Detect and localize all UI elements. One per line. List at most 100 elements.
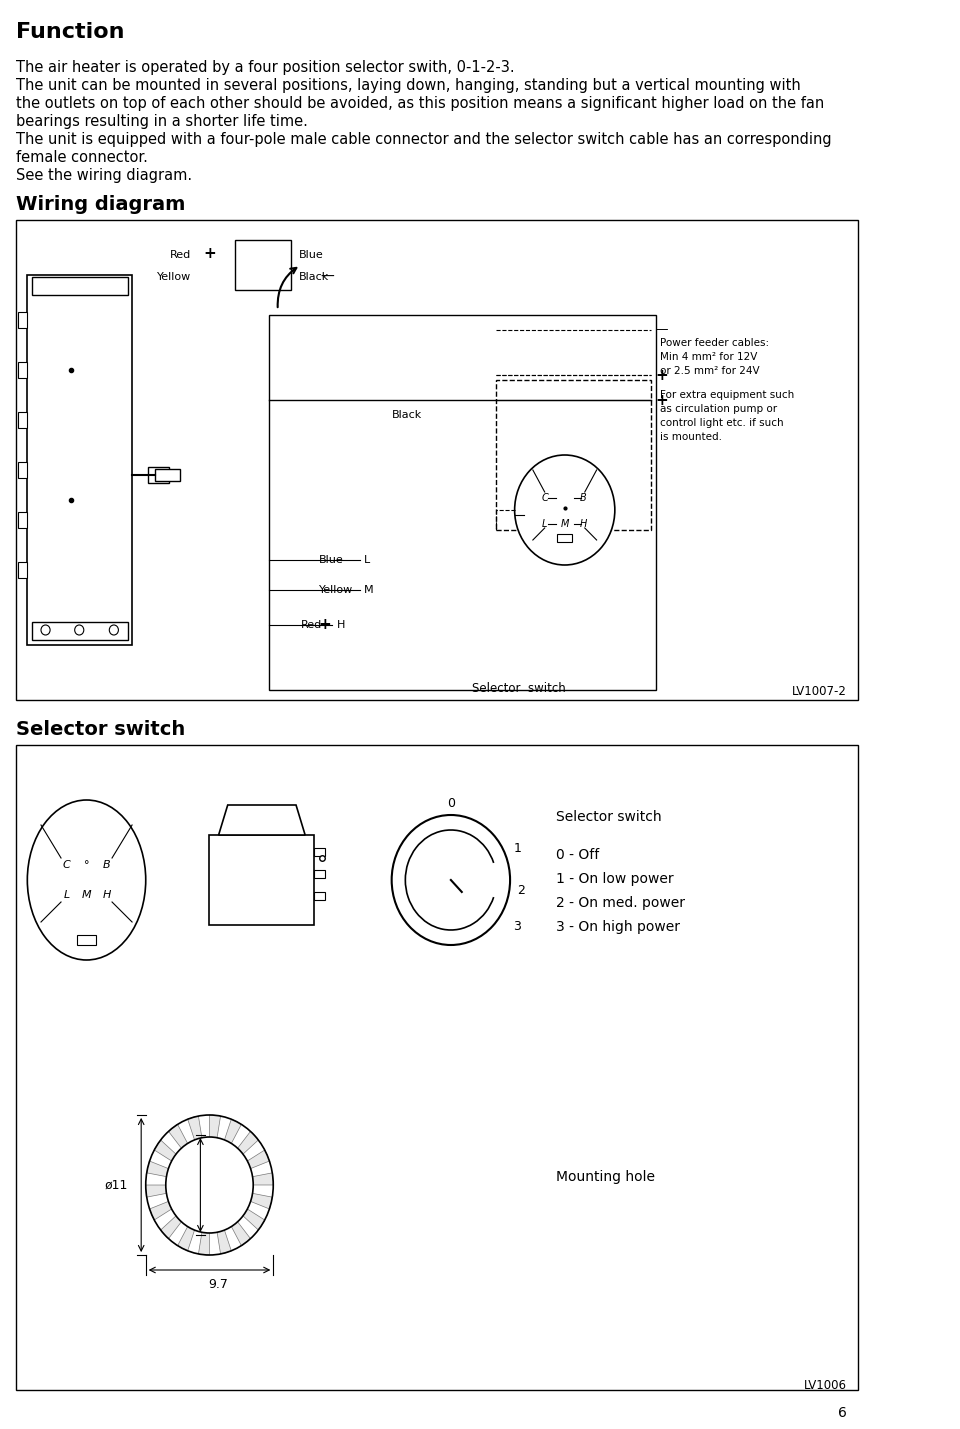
Wedge shape: [160, 1185, 209, 1239]
Wedge shape: [209, 1185, 273, 1209]
Text: H: H: [103, 890, 110, 900]
Wedge shape: [209, 1185, 231, 1253]
Text: M: M: [561, 519, 569, 529]
Text: C: C: [62, 860, 70, 870]
Wedge shape: [155, 1140, 209, 1185]
Bar: [237, 244, 259, 264]
Bar: [496, 380, 651, 530]
Bar: [262, 269, 285, 289]
Bar: [149, 467, 169, 483]
Wedge shape: [209, 1150, 270, 1185]
Bar: [18, 462, 27, 477]
Text: +: +: [656, 367, 668, 383]
Text: °: °: [84, 860, 89, 870]
Text: Blue: Blue: [299, 250, 324, 260]
Text: female connector.: female connector.: [16, 150, 148, 164]
Bar: [262, 244, 285, 264]
Text: LV1006: LV1006: [804, 1379, 847, 1392]
Text: Wiring diagram: Wiring diagram: [16, 194, 186, 214]
Text: Black: Black: [392, 410, 421, 420]
Text: M: M: [82, 890, 91, 900]
Wedge shape: [147, 1160, 209, 1185]
Circle shape: [41, 624, 50, 634]
Text: 3 - On high power: 3 - On high power: [556, 920, 680, 935]
Text: B: B: [103, 860, 110, 870]
Text: Selector switch: Selector switch: [556, 810, 661, 825]
Circle shape: [75, 624, 84, 634]
Text: LV1007-2: LV1007-2: [792, 684, 847, 697]
Bar: [16, 220, 858, 700]
Text: The unit can be mounted in several positions, laying down, hanging, standing but: The unit can be mounted in several posit…: [16, 79, 802, 93]
Text: See the wiring diagram.: See the wiring diagram.: [16, 169, 193, 183]
Wedge shape: [209, 1132, 258, 1185]
Circle shape: [515, 454, 614, 564]
Text: Function: Function: [16, 21, 125, 41]
Bar: [18, 512, 27, 527]
Text: The unit is equipped with a four-pole male cable connector and the selector swit: The unit is equipped with a four-pole ma…: [16, 131, 832, 147]
Circle shape: [166, 1137, 253, 1233]
Bar: [18, 412, 27, 429]
Bar: [16, 745, 858, 1390]
Wedge shape: [199, 1185, 209, 1255]
Text: L: L: [63, 890, 70, 900]
Text: the outlets on top of each other should be avoided, as this position means a sig: the outlets on top of each other should …: [16, 96, 825, 111]
Text: H: H: [579, 519, 587, 529]
Text: +: +: [656, 393, 668, 407]
Wedge shape: [209, 1185, 265, 1230]
Bar: [27, 274, 132, 644]
Wedge shape: [150, 1185, 209, 1220]
Bar: [18, 562, 27, 577]
Bar: [237, 269, 259, 289]
Wedge shape: [169, 1125, 209, 1185]
Circle shape: [392, 815, 510, 945]
Text: Yellow: Yellow: [319, 584, 353, 594]
Ellipse shape: [27, 800, 146, 960]
Wedge shape: [209, 1185, 251, 1246]
Text: Selector switch: Selector switch: [16, 720, 185, 739]
Text: L: L: [365, 554, 371, 564]
Wedge shape: [146, 1185, 209, 1198]
Text: L: L: [542, 519, 547, 529]
Text: Mounting hole: Mounting hole: [556, 1170, 655, 1185]
Text: C: C: [541, 493, 548, 503]
Text: 1 - On low power: 1 - On low power: [556, 872, 673, 886]
Text: Selector  switch: Selector switch: [472, 682, 566, 694]
Bar: [18, 312, 27, 329]
Polygon shape: [219, 805, 305, 835]
Bar: [18, 362, 27, 379]
Bar: [32, 622, 128, 640]
Text: H: H: [337, 620, 346, 630]
Text: 0: 0: [446, 796, 455, 809]
Wedge shape: [209, 1119, 241, 1185]
Bar: [314, 892, 325, 900]
Wedge shape: [188, 1116, 209, 1185]
Bar: [314, 870, 325, 877]
Bar: [269, 314, 656, 690]
Text: bearings resulting in a shorter life time.: bearings resulting in a shorter life tim…: [16, 114, 308, 129]
Circle shape: [109, 624, 118, 634]
Text: Black: Black: [299, 272, 329, 282]
Text: Blue: Blue: [319, 554, 344, 564]
Text: For extra equipment such
as circulation pump or
control light etc. if such
is mo: For extra equipment such as circulation …: [660, 390, 795, 442]
Wedge shape: [178, 1185, 209, 1250]
Bar: [314, 847, 325, 856]
Bar: [235, 240, 292, 290]
Text: The air heater is operated by a four position selector swith, 0-1-2-3.: The air heater is operated by a four pos…: [16, 60, 515, 74]
Text: Yellow: Yellow: [157, 272, 191, 282]
Text: 6: 6: [838, 1406, 847, 1420]
Bar: [78, 935, 96, 945]
Text: +: +: [319, 616, 331, 632]
Wedge shape: [209, 1115, 221, 1185]
Text: B: B: [580, 493, 587, 503]
Bar: [32, 277, 128, 294]
Text: —: —: [656, 323, 668, 336]
Bar: [558, 534, 572, 542]
Text: 9.7: 9.7: [208, 1279, 228, 1292]
Text: Red: Red: [300, 620, 322, 630]
Text: Power feeder cables:
Min 4 mm² for 12V
or 2.5 mm² for 24V: Power feeder cables: Min 4 mm² for 12V o…: [660, 339, 770, 376]
Text: 0 - Off: 0 - Off: [556, 847, 599, 862]
Bar: [209, 835, 314, 925]
Text: M: M: [365, 584, 374, 594]
Text: Red: Red: [170, 250, 191, 260]
Bar: [155, 469, 180, 482]
